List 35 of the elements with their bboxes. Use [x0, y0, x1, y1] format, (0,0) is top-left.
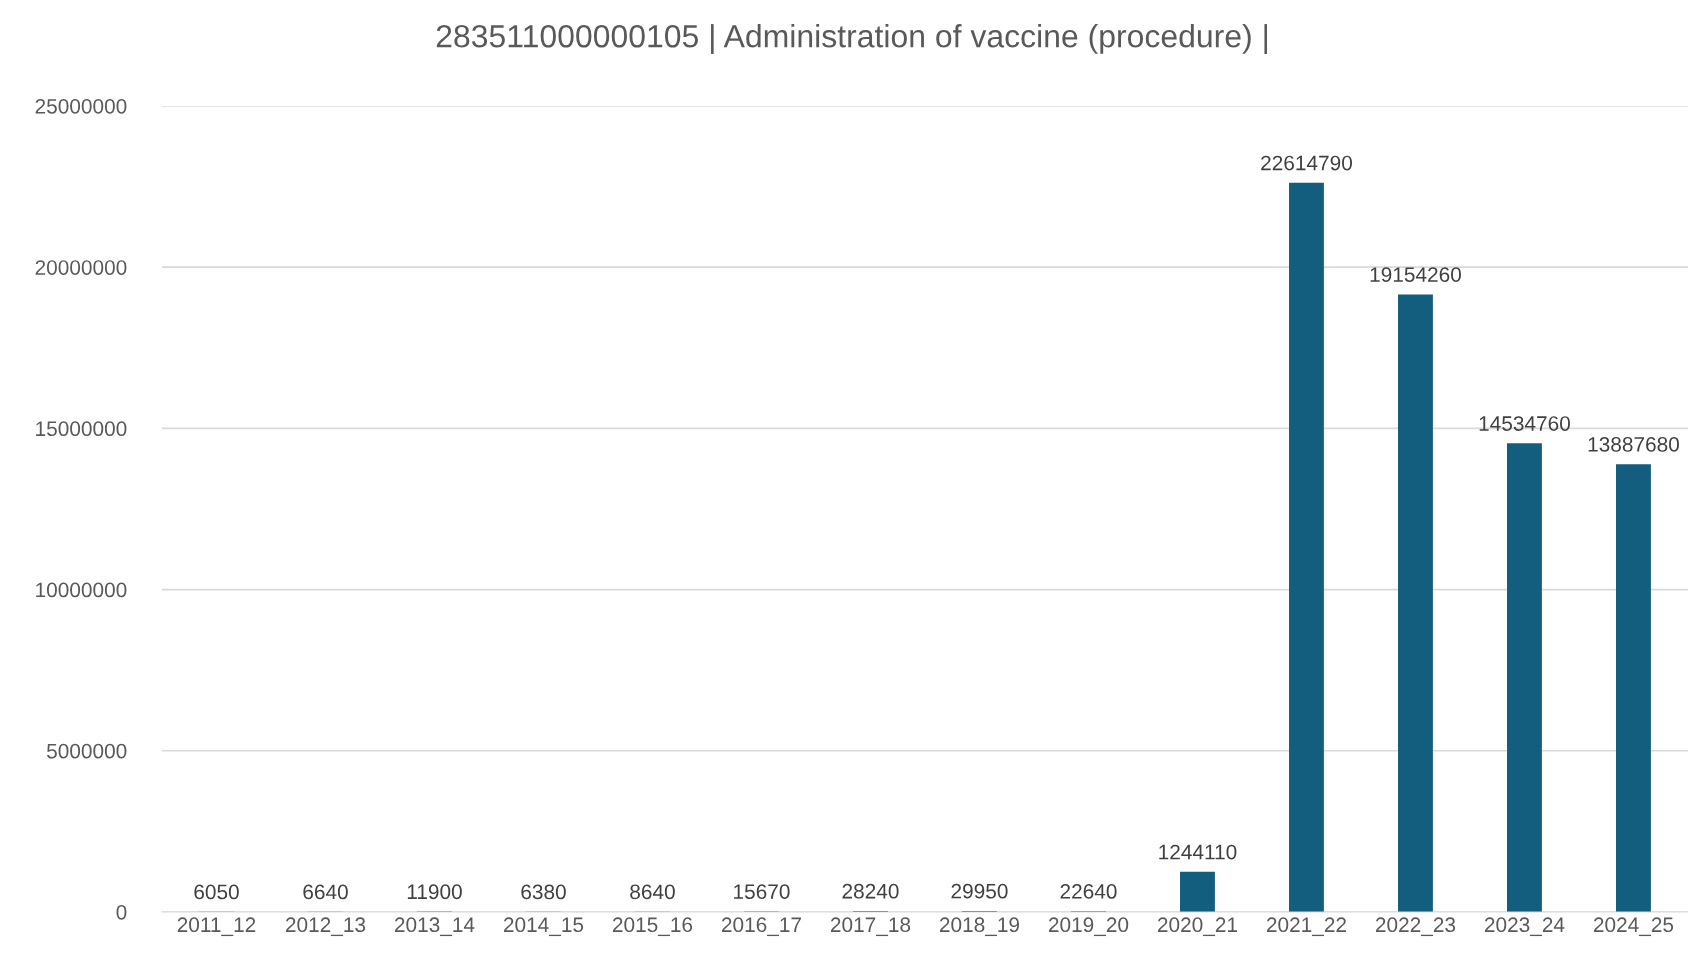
data-label: 6640 — [303, 884, 348, 900]
x-tick-label: 2018_19 — [939, 917, 1020, 937]
data-label: 1244110 — [1159, 844, 1237, 860]
y-tick-label: 5000000 — [46, 743, 127, 759]
y-tick-label: 20000000 — [35, 260, 127, 275]
data-label: 15670 — [734, 884, 790, 899]
y-tick-label: 10000000 — [36, 582, 127, 598]
x-tick-label: 2015_16 — [612, 917, 693, 937]
y-tick-label: 0 — [116, 904, 127, 920]
data-label: 6380 — [521, 884, 566, 900]
data-label: 14534760 — [1479, 416, 1570, 431]
x-tick-label: 2013_14 — [394, 917, 475, 937]
x-tick-label: 2024_25 — [1593, 917, 1674, 937]
chart-title: 283511000000105 | Administration of vaccine (procedure) | — [436, 24, 1268, 54]
y-tick-label: 15000000 — [36, 421, 127, 437]
data-label: 13887680 — [1588, 437, 1679, 452]
data-label: 11900 — [407, 884, 462, 900]
x-tick-label: 2012_13 — [285, 917, 366, 937]
data-label: 8640 — [630, 884, 675, 900]
x-tick-label: 2022_23 — [1375, 917, 1456, 937]
x-tick-label: 2017_18 — [830, 917, 911, 937]
data-label: 29950 — [951, 883, 1008, 899]
data-label: 28240 — [842, 883, 899, 899]
x-tick-label: 2021_22 — [1266, 917, 1346, 937]
x-tick-label: 2023_24 — [1484, 917, 1565, 937]
x-tick-label: 2020_21 — [1157, 917, 1237, 937]
data-label: 19154260 — [1370, 267, 1461, 282]
data-label: 22614790 — [1261, 155, 1352, 171]
data-label: 6050 — [194, 884, 239, 900]
y-tick-label: 25000000 — [35, 98, 127, 114]
x-tick-label: 2011_12 — [177, 917, 256, 937]
data-label: 22640 — [1060, 884, 1117, 899]
x-tick-label: 2019_20 — [1048, 917, 1129, 937]
x-tick-label: 2016_17 — [721, 917, 801, 937]
x-tick-label: 2014_15 — [503, 917, 584, 937]
